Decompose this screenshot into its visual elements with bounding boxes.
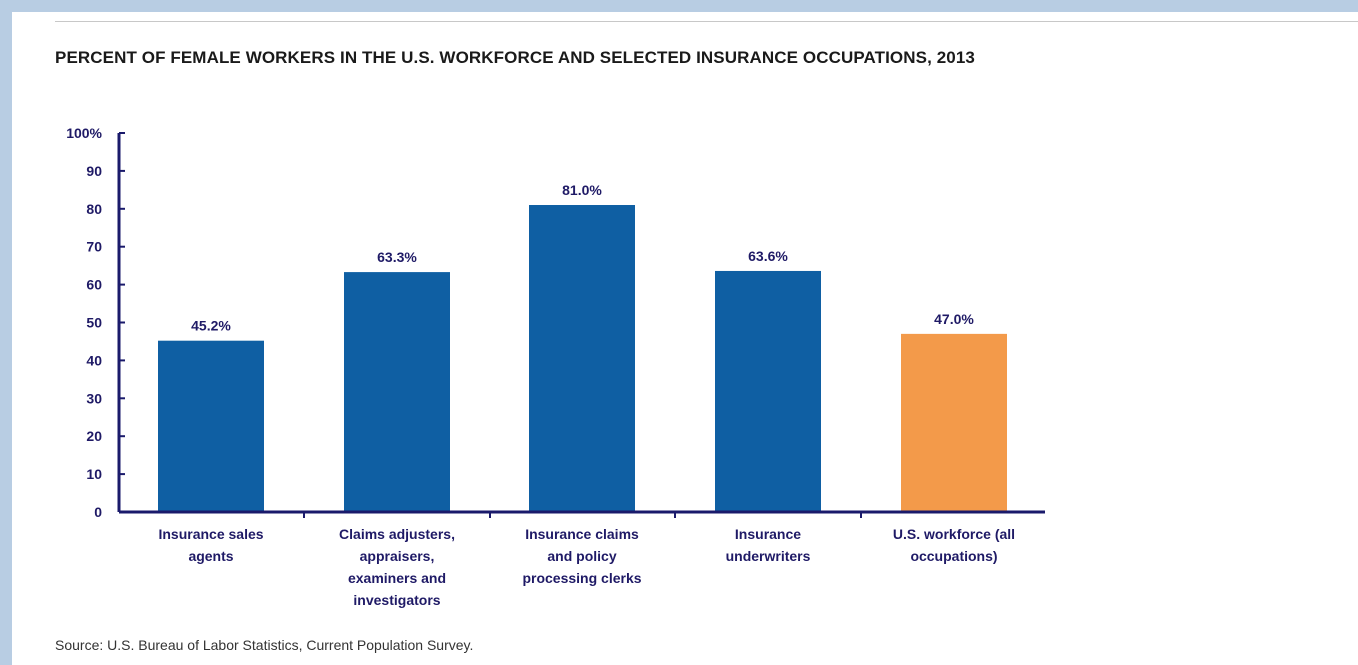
- category-label-line: underwriters: [726, 548, 811, 564]
- chart-panel: PERCENT OF FEMALE WORKERS IN THE U.S. WO…: [12, 12, 1358, 665]
- bar-2: [344, 272, 450, 512]
- category-label-line: and policy: [547, 548, 616, 564]
- data-label-5: 47.0%: [934, 311, 974, 327]
- category-label-line: occupations): [910, 548, 997, 564]
- category-label-1: Insurance sales agents: [158, 526, 263, 564]
- category-label-line: appraisers,: [360, 548, 435, 564]
- category-label-line: processing clerks: [522, 570, 641, 586]
- y-tick-label-70: 70: [86, 239, 102, 255]
- y-tick-label-10: 10: [86, 466, 102, 482]
- category-label-2: Claims adjusters, appraisers, examiners an…: [339, 526, 455, 608]
- data-label-4: 63.6%: [748, 248, 788, 264]
- data-label-2: 63.3%: [377, 249, 417, 265]
- category-label-line: Insurance sales: [158, 526, 263, 542]
- category-label-line: Claims adjusters,: [339, 526, 455, 542]
- category-label-line: examiners and: [348, 570, 446, 586]
- category-label-line: Insurance claims: [525, 526, 639, 542]
- y-tick-label-50: 50: [86, 315, 102, 331]
- y-tick-label-40: 40: [86, 352, 102, 368]
- category-label-3: Insurance claims and policy processing cle…: [522, 526, 641, 586]
- y-tick-label-80: 80: [86, 201, 102, 217]
- category-label-line: U.S. workforce (all: [893, 526, 1015, 542]
- chart-title: PERCENT OF FEMALE WORKERS IN THE U.S. WO…: [55, 48, 975, 67]
- category-label-5: U.S. workforce (all occupations): [893, 526, 1015, 564]
- category-label-line: investigators: [353, 592, 440, 608]
- y-tick-label-60: 60: [86, 277, 102, 293]
- data-label-3: 81.0%: [562, 182, 602, 198]
- y-tick-label-20: 20: [86, 428, 102, 444]
- y-tick-label-30: 30: [86, 390, 102, 406]
- source-note: Source: U.S. Bureau of Labor Statistics,…: [55, 637, 474, 653]
- top-divider: [55, 21, 1358, 22]
- y-tick-label-90: 90: [86, 163, 102, 179]
- category-label-line: Insurance: [735, 526, 801, 542]
- y-tick-label-0: 0: [94, 504, 102, 520]
- bar-5: [901, 333, 1007, 512]
- bar-1: [158, 340, 264, 512]
- category-label-4: Insurance underwriters: [726, 526, 811, 564]
- category-label-line: agents: [188, 548, 233, 564]
- bar-3: [529, 205, 635, 512]
- data-label-1: 45.2%: [191, 318, 231, 334]
- y-tick-label-100: 100%: [66, 125, 102, 141]
- bar-4: [715, 270, 821, 512]
